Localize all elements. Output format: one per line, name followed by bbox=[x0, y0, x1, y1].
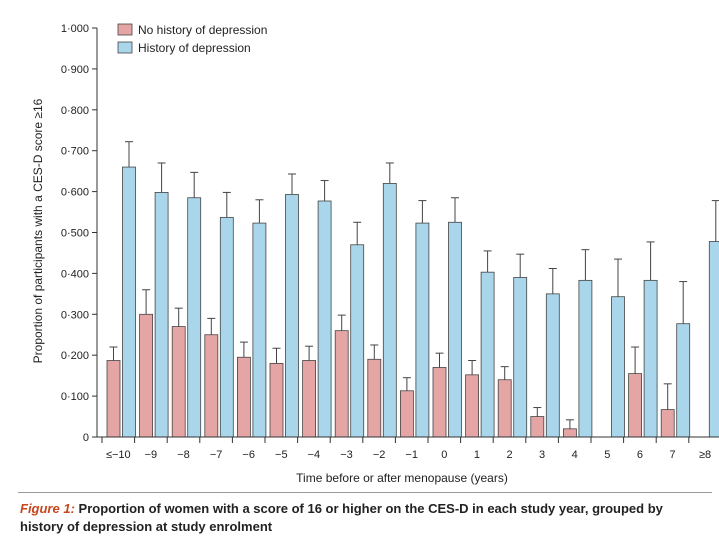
x-tick-label: 7 bbox=[669, 449, 675, 461]
y-tick-label: 0·200 bbox=[61, 350, 89, 362]
bar-no-history bbox=[399, 390, 414, 438]
bar-no-history bbox=[628, 373, 642, 438]
x-tick-label: ≤−10 bbox=[106, 449, 131, 461]
bar-no-history bbox=[367, 358, 382, 438]
x-tick-label: 5 bbox=[604, 449, 610, 461]
bars-layer bbox=[106, 141, 719, 438]
bar-no-history bbox=[563, 428, 577, 438]
x-tick-label: 1 bbox=[474, 449, 480, 461]
x-tick-label: −5 bbox=[275, 449, 288, 461]
bar-no-history bbox=[106, 360, 121, 438]
x-tick-label: 2 bbox=[506, 449, 512, 461]
y-tick-label: 0·600 bbox=[61, 187, 89, 199]
bar-history bbox=[708, 241, 719, 438]
x-tick-label: −1 bbox=[405, 449, 418, 461]
y-tick-label: 0·500 bbox=[61, 228, 89, 240]
bar-history bbox=[643, 279, 658, 438]
bar-history bbox=[219, 216, 234, 438]
caption-divider bbox=[18, 492, 712, 493]
bar-no-history bbox=[139, 313, 154, 438]
bar-history bbox=[252, 222, 267, 438]
caption-text: Proportion of women with a score of 16 o… bbox=[20, 501, 663, 534]
legend-swatch bbox=[117, 41, 133, 54]
bar-no-history bbox=[236, 356, 251, 438]
y-tick-label: 0·900 bbox=[61, 64, 89, 76]
x-tick-label: −3 bbox=[340, 449, 353, 461]
y-tick-label: 0·800 bbox=[61, 105, 89, 117]
bar-history bbox=[545, 293, 560, 438]
caption-label: Figure 1: bbox=[20, 501, 75, 516]
bar-history bbox=[187, 197, 202, 438]
bar-history bbox=[448, 221, 462, 438]
x-tick-label: −4 bbox=[308, 449, 321, 461]
x-tick-label: −8 bbox=[177, 449, 190, 461]
bar-history bbox=[480, 271, 495, 438]
y-tick-label: 0·700 bbox=[61, 146, 89, 158]
bar-no-history bbox=[204, 334, 219, 438]
x-tick-label: 4 bbox=[572, 449, 578, 461]
y-tick-label: 0·100 bbox=[61, 391, 89, 403]
tick-labels-layer: 0 0·100 0·200 0·300 0·400 0·500 0·600 0·700 0·80… bbox=[61, 23, 711, 461]
bar-no-history bbox=[660, 409, 675, 438]
bar-history bbox=[415, 222, 430, 438]
bar-no-history bbox=[334, 330, 349, 438]
bar-history bbox=[154, 192, 169, 438]
bar-history bbox=[513, 277, 528, 438]
bar-no-history bbox=[432, 367, 447, 438]
bar-no-history bbox=[269, 362, 284, 438]
bar-history bbox=[382, 183, 397, 438]
bar-no-history bbox=[171, 326, 186, 438]
x-axis-label: Time before or after menopause (years) bbox=[296, 471, 508, 485]
x-tick-label: −9 bbox=[145, 449, 158, 461]
bar-chart: 0 0·100 0·200 0·300 0·400 0·500 0·600 0·700 0·80… bbox=[31, 23, 719, 485]
x-tick-label: 0 bbox=[441, 449, 447, 461]
y-tick-label: 1·000 bbox=[61, 23, 89, 35]
bar-no-history bbox=[497, 379, 512, 438]
bar-history bbox=[676, 323, 691, 438]
x-tick-label: 3 bbox=[539, 449, 545, 461]
x-tick-label: −6 bbox=[242, 449, 255, 461]
legend-label: History of depression bbox=[138, 41, 251, 55]
bar-history bbox=[611, 296, 625, 438]
y-tick-label: 0·400 bbox=[61, 268, 89, 280]
legend: No history of depression History of depre… bbox=[117, 23, 267, 55]
bar-history bbox=[317, 200, 332, 438]
y-tick-label: 0 bbox=[83, 432, 89, 444]
bar-history bbox=[578, 279, 593, 438]
x-tick-label: ≥8 bbox=[699, 449, 711, 461]
bar-no-history bbox=[302, 360, 317, 438]
bar-no-history bbox=[530, 416, 545, 438]
x-tick-label: −7 bbox=[210, 449, 223, 461]
axes-layer bbox=[92, 27, 719, 443]
legend-swatch bbox=[117, 23, 133, 36]
y-axis-label: Proportion of participants with a CES-D … bbox=[31, 98, 45, 363]
bar-history bbox=[350, 244, 365, 438]
legend-label: No history of depression bbox=[138, 23, 267, 37]
bar-history bbox=[285, 194, 299, 438]
bar-history bbox=[122, 166, 136, 438]
bar-no-history bbox=[465, 374, 480, 438]
x-tick-label: 6 bbox=[637, 449, 643, 461]
figure-caption: Figure 1: Proportion of women with a sco… bbox=[20, 500, 700, 536]
y-tick-label: 0·300 bbox=[61, 309, 89, 321]
x-tick-label: −2 bbox=[373, 449, 386, 461]
